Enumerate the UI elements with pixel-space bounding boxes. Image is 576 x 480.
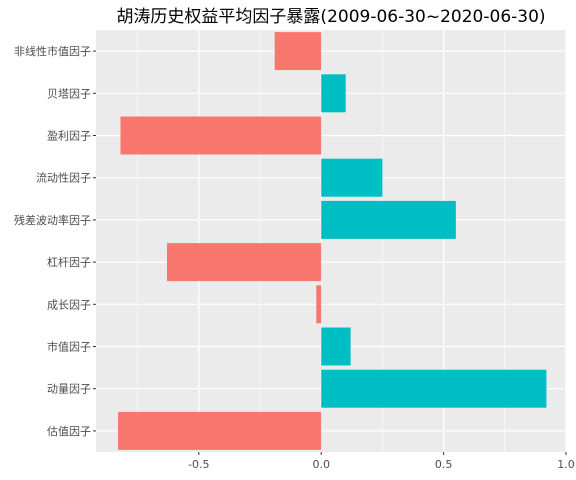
y-tick-label: 市值因子 <box>47 340 91 354</box>
y-tick-label: 非线性市值因子 <box>14 44 91 58</box>
bar-1 <box>321 369 547 408</box>
bar-5 <box>321 200 456 239</box>
y-tick-label: 盈利因子 <box>47 130 91 143</box>
y-tick-label: 杠杆因子 <box>47 255 91 269</box>
y-tick-label: 成长因子 <box>47 298 91 311</box>
bar-0 <box>118 411 322 450</box>
y-tick-label: 动量因子 <box>47 383 91 396</box>
x-tick-label: -0.5 <box>188 458 209 471</box>
y-tick-label: 流动性因子 <box>36 171 91 185</box>
bar-9 <box>274 32 322 71</box>
y-tick-label: 残差波动率因子 <box>14 213 91 227</box>
y-tick-label: 估值因子 <box>47 425 91 438</box>
x-tick-label: 0.5 <box>435 458 453 471</box>
bar-3 <box>316 285 322 324</box>
y-tick-label: 贝塔因子 <box>47 87 91 100</box>
x-tick-label: 0.0 <box>312 458 330 471</box>
bar-7 <box>120 116 322 155</box>
bar-6 <box>321 158 383 197</box>
x-tick-label: 1.0 <box>557 458 575 471</box>
bar-4 <box>166 243 322 282</box>
bar-2 <box>321 327 351 366</box>
bar-8 <box>321 74 346 113</box>
chart-title: 胡涛历史权益平均因子暴露(2009-06-30~2020-06-30) <box>116 7 546 27</box>
